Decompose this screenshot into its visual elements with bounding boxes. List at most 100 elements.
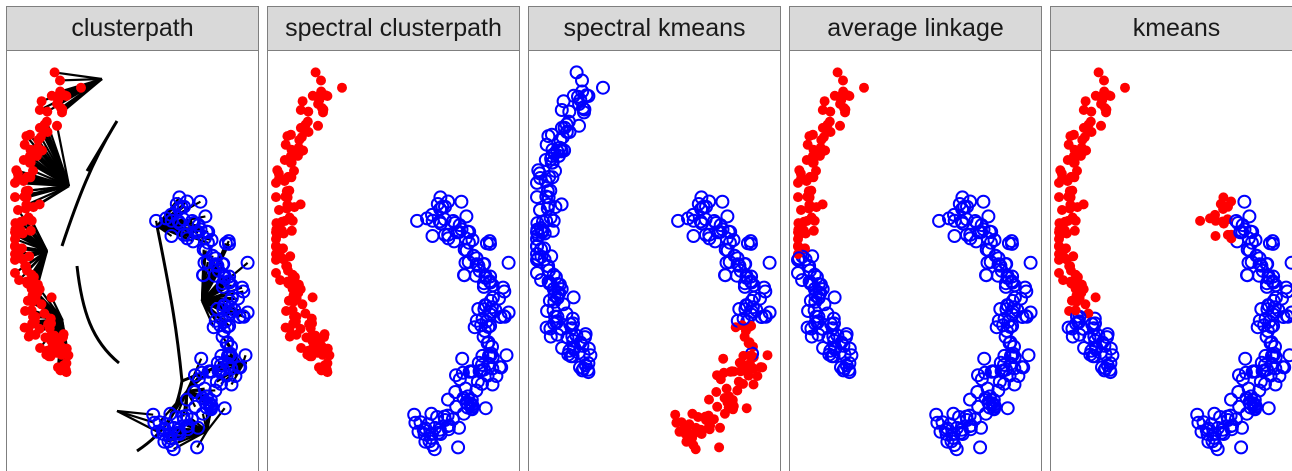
data-point-red — [712, 401, 723, 412]
data-point-blue — [438, 413, 452, 427]
data-point-blue — [460, 396, 475, 411]
data-point-blue — [1263, 368, 1278, 383]
data-point-blue — [548, 163, 562, 178]
data-point-blue — [550, 144, 565, 159]
data-point-blue — [170, 425, 185, 440]
data-point-blue — [1238, 365, 1253, 380]
data-point-blue — [1190, 407, 1205, 422]
data-point-blue — [566, 290, 581, 305]
data-point-blue — [575, 363, 590, 378]
data-point-red — [12, 168, 23, 179]
strip-title: kmeans — [1050, 6, 1292, 50]
data-point-red — [1226, 233, 1237, 244]
data-point-red — [33, 135, 44, 145]
data-point-blue — [686, 229, 701, 243]
data-point-blue — [694, 190, 709, 205]
data-point-blue — [465, 233, 480, 247]
data-point-red — [825, 106, 836, 117]
data-point-blue — [997, 311, 1012, 326]
data-point-red — [1060, 216, 1070, 227]
data-point-blue — [488, 303, 503, 317]
data-point-blue — [1240, 268, 1254, 283]
data-point-red — [55, 75, 65, 86]
data-point-blue — [722, 255, 737, 269]
data-point-red — [1070, 215, 1081, 226]
data-point-red — [762, 350, 773, 361]
data-point-blue — [981, 209, 996, 224]
data-point-blue — [530, 266, 544, 280]
strip-title: spectral kmeans — [528, 6, 781, 50]
data-point-blue — [929, 407, 944, 422]
data-point-blue — [210, 355, 225, 370]
data-point-blue — [1252, 257, 1267, 272]
data-point-blue — [418, 421, 433, 436]
data-point-blue — [968, 214, 983, 228]
plot-area — [528, 50, 781, 471]
data-point-blue — [1238, 351, 1253, 366]
data-point-blue — [1272, 369, 1287, 383]
data-point-red — [76, 82, 86, 93]
data-point-blue — [1260, 302, 1275, 317]
data-point-red — [318, 104, 329, 115]
data-point-blue — [464, 364, 478, 379]
data-point-blue — [1088, 316, 1102, 331]
data-point-red — [748, 363, 759, 374]
data-point-red — [280, 322, 291, 333]
data-point-blue — [452, 420, 466, 435]
data-point-blue — [987, 233, 1002, 247]
data-point-red — [799, 216, 809, 227]
data-point-red — [18, 176, 29, 186]
data-point-blue — [1237, 194, 1252, 209]
data-point-blue — [1021, 348, 1036, 363]
data-point-red — [704, 394, 714, 405]
data-point-red — [294, 135, 305, 145]
data-point-red — [30, 146, 41, 157]
data-point-red — [1080, 299, 1091, 310]
data-point-blue — [457, 242, 472, 257]
data-point-blue — [475, 311, 490, 326]
data-point-red — [26, 215, 37, 226]
data-point-blue — [827, 290, 842, 305]
data-point-blue — [715, 194, 730, 209]
data-point-blue — [199, 396, 214, 411]
data-point-red — [273, 168, 284, 179]
data-point-blue — [208, 257, 223, 272]
clusterpath-segment — [14, 237, 48, 253]
data-point-red — [277, 216, 287, 227]
data-point-blue — [484, 300, 499, 315]
data-point-red — [838, 86, 849, 97]
data-point-red — [1220, 201, 1231, 212]
data-point-red — [271, 177, 281, 188]
data-point-red — [47, 342, 58, 353]
data-point-blue — [993, 355, 1008, 370]
data-point-blue — [983, 255, 998, 269]
data-point-blue — [157, 421, 172, 436]
data-point-red — [46, 318, 56, 329]
scatter-plot — [10, 67, 255, 457]
data-point-red — [1054, 234, 1064, 244]
data-point-red — [738, 350, 749, 361]
data-point-blue — [441, 392, 455, 407]
data-point-red — [61, 358, 72, 369]
data-point-red — [282, 131, 293, 142]
data-point-red — [1093, 67, 1104, 78]
strip-title: spectral clusterpath — [267, 6, 520, 50]
data-point-red — [813, 146, 824, 157]
data-point-red — [712, 370, 722, 381]
data-point-blue — [718, 268, 732, 283]
data-point-blue — [947, 229, 962, 243]
data-point-red — [1120, 82, 1130, 93]
data-point-red — [793, 177, 803, 188]
data-point-blue — [485, 361, 500, 376]
data-point-blue — [449, 399, 464, 414]
data-point-blue — [554, 144, 569, 159]
data-point-blue — [979, 268, 993, 283]
data-point-red — [313, 120, 323, 131]
data-point-blue — [1087, 349, 1102, 364]
data-point-red — [835, 120, 845, 131]
data-point-blue — [435, 199, 450, 214]
data-point-blue — [190, 440, 205, 455]
data-point-blue — [470, 374, 485, 389]
clusterpath-segment — [206, 407, 226, 432]
